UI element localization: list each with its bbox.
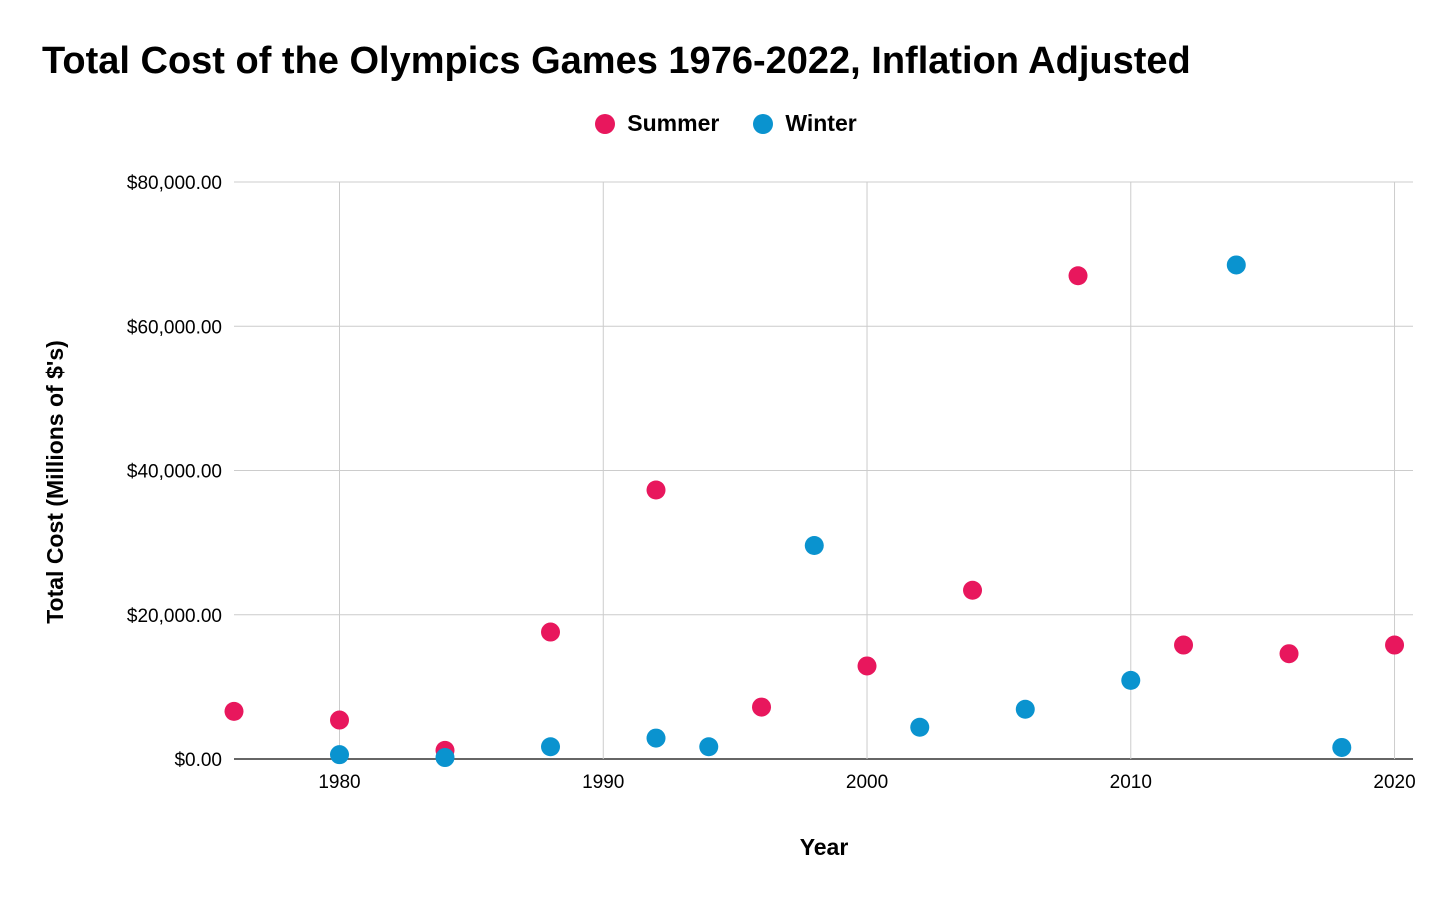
legend-label-winter: Winter (785, 110, 857, 136)
legend: Summer Winter (0, 110, 1454, 137)
legend-swatch-winter (753, 113, 774, 134)
point-winter[interactable] (1015, 699, 1035, 719)
point-winter[interactable] (646, 728, 666, 748)
point-summer[interactable] (1068, 266, 1088, 286)
point-summer[interactable] (963, 580, 983, 600)
legend-label-summer: Summer (627, 110, 720, 136)
point-winter[interactable] (699, 737, 719, 757)
y-tick-label: $60,000.00 (127, 317, 222, 338)
point-winter[interactable] (1226, 255, 1246, 275)
x-tick-label: 2010 (1110, 772, 1152, 793)
x-axis-ticks: 1980 1990 2000 2010 2020 (318, 772, 1415, 793)
x-tick-label: 1980 (318, 772, 360, 793)
point-winter[interactable] (435, 748, 455, 768)
point-winter[interactable] (541, 737, 561, 757)
x-axis-title: Year (800, 834, 849, 860)
point-winter[interactable] (1121, 670, 1141, 690)
point-winter[interactable] (330, 745, 350, 765)
x-tick-label: 2020 (1373, 772, 1415, 793)
data-points (224, 255, 1405, 768)
gridlines (234, 181, 1413, 760)
point-summer[interactable] (1279, 644, 1299, 664)
point-summer[interactable] (224, 701, 244, 721)
point-winter[interactable] (1332, 737, 1352, 757)
y-tick-label: $80,000.00 (127, 173, 222, 194)
x-tick-label: 1990 (582, 772, 624, 793)
x-tick-label: 2000 (846, 772, 888, 793)
point-summer[interactable] (541, 622, 561, 642)
point-winter[interactable] (910, 717, 930, 737)
y-tick-label: $0.00 (174, 750, 222, 771)
legend-swatch-summer (595, 113, 616, 134)
y-axis-title: Total Cost (Millions of $'s) (42, 340, 68, 624)
point-summer[interactable] (857, 656, 877, 676)
legend-item-winter[interactable]: Winter (753, 110, 857, 137)
point-summer[interactable] (1174, 635, 1194, 655)
point-summer[interactable] (752, 697, 772, 717)
point-summer[interactable] (330, 710, 350, 730)
point-summer[interactable] (646, 480, 666, 500)
legend-item-summer[interactable]: Summer (595, 110, 719, 137)
y-axis-ticks: $0.00 $20,000.00 $40,000.00 $60,000.00 $80,0… (127, 173, 222, 771)
y-tick-label: $40,000.00 (127, 462, 222, 483)
y-tick-label: $20,000.00 (127, 606, 222, 627)
chart-title: Total Cost of the Olympics Games 1976-20… (42, 40, 1191, 82)
point-summer[interactable] (1385, 635, 1405, 655)
point-winter[interactable] (804, 536, 824, 556)
